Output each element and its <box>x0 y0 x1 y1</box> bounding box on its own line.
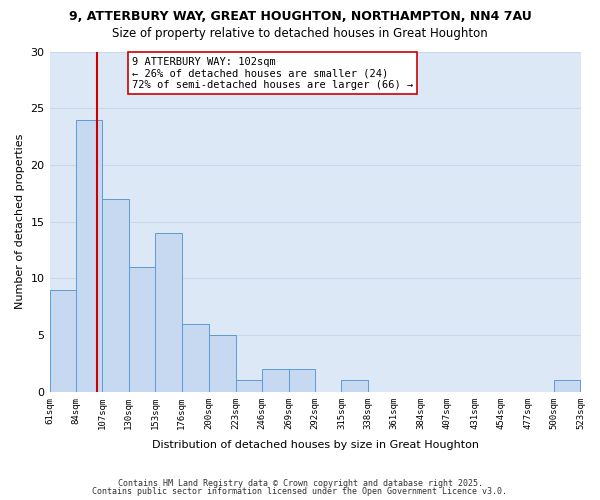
Bar <box>155 233 182 392</box>
Bar <box>554 380 580 392</box>
Y-axis label: Number of detached properties: Number of detached properties <box>15 134 25 310</box>
Bar <box>103 199 129 392</box>
Text: Contains HM Land Registry data © Crown copyright and database right 2025.: Contains HM Land Registry data © Crown c… <box>118 478 482 488</box>
X-axis label: Distribution of detached houses by size in Great Houghton: Distribution of detached houses by size … <box>152 440 479 450</box>
Bar <box>341 380 368 392</box>
Text: 9 ATTERBURY WAY: 102sqm
← 26% of detached houses are smaller (24)
72% of semi-de: 9 ATTERBURY WAY: 102sqm ← 26% of detache… <box>132 56 413 90</box>
Bar <box>76 120 103 392</box>
Text: Size of property relative to detached houses in Great Houghton: Size of property relative to detached ho… <box>112 28 488 40</box>
Text: 9, ATTERBURY WAY, GREAT HOUGHTON, NORTHAMPTON, NN4 7AU: 9, ATTERBURY WAY, GREAT HOUGHTON, NORTHA… <box>68 10 532 23</box>
Bar <box>236 380 262 392</box>
Bar <box>129 267 155 392</box>
Bar <box>182 324 209 392</box>
Text: Contains public sector information licensed under the Open Government Licence v3: Contains public sector information licen… <box>92 487 508 496</box>
Bar <box>50 290 76 392</box>
Bar <box>209 335 236 392</box>
Bar <box>289 369 315 392</box>
Bar <box>262 369 289 392</box>
